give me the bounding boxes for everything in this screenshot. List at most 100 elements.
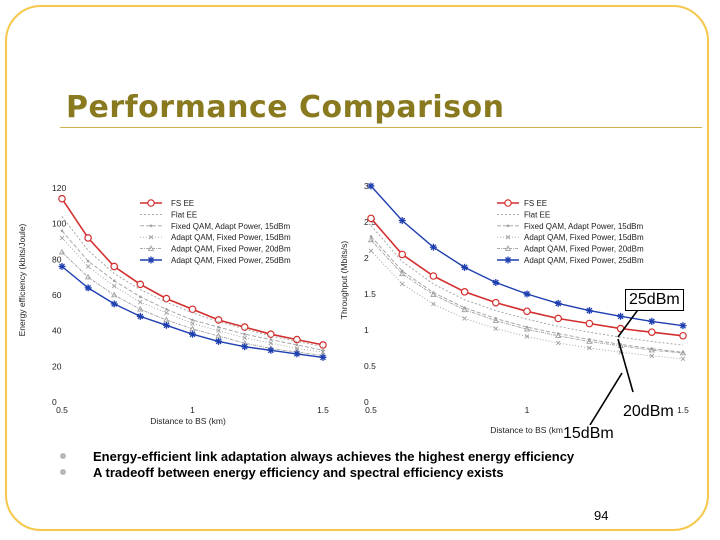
y-tick-label: 40 [52,326,62,336]
data-point [242,335,248,341]
data-point [190,321,195,326]
y-axis-label: Energy efficiency (kbits/Joule) [17,223,27,336]
legend-marker-d2 [148,234,154,240]
y-axis-label: Throughput (Mbits/s) [339,241,349,320]
data-point [523,307,531,316]
data-point [554,314,563,323]
legend-label: Adapt QAM, Fixed Power, 20dBm [171,245,291,254]
data-point [110,300,118,308]
data-point [216,328,221,333]
data-point-d2 [163,322,170,329]
data-point [367,236,375,243]
legend-marker [504,199,512,207]
data-point [86,259,90,263]
data-point-d2 [241,343,248,350]
data-point [162,294,171,303]
data-point [493,326,499,331]
bullet-text: A tradeoff between energy efficiency and… [93,464,504,480]
data-point-d2 [649,353,655,359]
data-point [429,243,437,251]
series-line [370,239,684,354]
data-point [136,280,145,289]
data-point-d2 [555,340,561,346]
data-point-d2 [320,349,326,355]
data-point-d2 [524,291,530,297]
data-point [679,322,687,330]
y-tick-label: 0 [364,397,369,407]
data-point [214,316,223,324]
data-point [462,316,467,321]
data-point [215,337,223,345]
data-point [295,343,299,347]
legend-label: FS EE [171,199,194,208]
data-point [267,346,275,354]
data-point [586,338,593,344]
legend-marker [147,256,155,264]
data-point [139,295,142,299]
legend-label: Flat EE [171,210,197,219]
data-point [523,290,531,298]
data-point-d2 [267,347,274,354]
bullet-dot-icon [60,469,66,475]
y-tick-label: 2 [364,253,369,263]
data-point [188,305,197,314]
bullet-item: Energy-efficient link adaptation always … [60,448,700,464]
legend-label: Adapt QAM, Fixed Power, 20dBm [524,245,644,254]
data-point [430,291,437,297]
title-underline [60,127,702,128]
data-point [460,288,469,296]
x-tick-label: 1 [525,405,530,415]
data-point [399,270,406,277]
data-point [60,229,64,233]
legend-label: Fixed QAM, Adapt Power, 15dBm [171,222,291,231]
data-point [58,262,66,270]
data-point [110,262,119,271]
data-point [523,325,531,332]
data-point [189,325,196,332]
data-point [112,279,116,283]
data-point [84,284,92,292]
data-point [399,281,405,287]
series-line [370,236,684,353]
data-point [319,353,327,361]
x-axis-label: Distance to BS (km) [490,425,566,435]
data-point-d2 [524,334,530,339]
data-point [85,264,91,269]
data-point [243,332,246,336]
data-point [555,340,561,346]
data-point-d2 [617,313,624,320]
data-point [268,340,274,346]
x-tick-label: 1.5 [317,405,329,415]
data-point [492,317,499,323]
y-tick-label: 80 [52,254,62,264]
data-point [555,332,562,339]
x-tick-label: 1 [190,405,195,415]
data-point [647,328,656,336]
data-point-d2 [587,345,592,351]
legend-label: Adapt QAM, Fixed Power, 15dBm [171,233,291,242]
data-point [136,312,144,320]
callout-15dbm: 15dBm [563,425,614,443]
slide-frame [5,5,709,531]
data-point [617,312,625,320]
data-point [679,349,687,356]
data-point-d2 [59,235,65,241]
legend-marker-d2 [505,234,511,240]
bullet-list: Energy-efficient link adaptation always … [60,448,700,480]
series-line [61,230,324,351]
data-point [215,332,222,339]
data-point [649,353,655,359]
data-point [587,345,592,351]
data-point-d2 [216,328,221,333]
data-point-d2 [586,307,593,314]
page-number: 94 [594,508,609,523]
data-point-d2 [242,335,248,341]
data-point-d2 [190,321,195,326]
data-point [163,316,170,323]
series-line [61,216,324,348]
data-point [554,299,562,307]
data-point [492,278,500,286]
data-point [137,305,144,312]
bullet-item: A tradeoff between energy efficiency and… [60,464,700,480]
